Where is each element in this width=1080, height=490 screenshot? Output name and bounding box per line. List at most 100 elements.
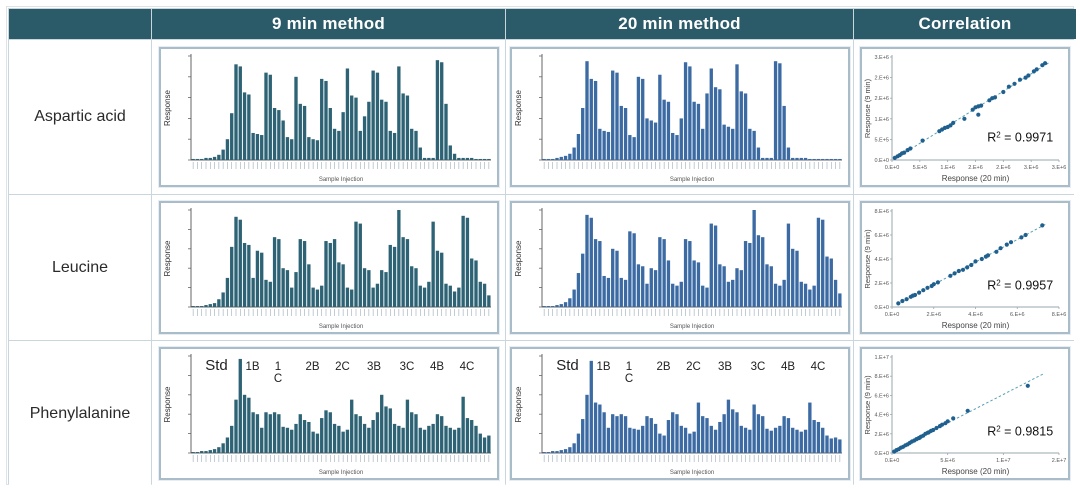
cell-aspartic-correlation: 0.E+0 5.E+5 1.E+6 2.E+6 2.E+6 3.E+6 3.E+6 0.E+0… [854, 40, 1076, 194]
svg-text:5.E+5: 5.E+5 [913, 165, 928, 171]
cell-aspartic-20min: Response Sample Injection [506, 40, 853, 194]
row-label-text: Leucine [51, 258, 109, 276]
cell-phenylalanine-correlation: 0.E+0 5.E+6 1.E+7 2.E+7 0.E+0 2.E+6 4.E+6 6.E+6… [854, 341, 1076, 486]
svg-text:1.E+7: 1.E+7 [874, 355, 889, 361]
svg-text:6.E+6: 6.E+6 [874, 233, 889, 239]
bar-chart-aspartic-20min: Response Sample Injection [514, 54, 842, 183]
svg-text:4.E+6: 4.E+6 [874, 413, 889, 419]
svg-text:Sample Injection: Sample Injection [669, 177, 713, 183]
svg-text:Response: Response [163, 89, 172, 126]
header-correlation: Correlation [854, 9, 1076, 39]
svg-text:0.E+0: 0.E+0 [874, 305, 889, 311]
svg-text:0.E+0: 0.E+0 [874, 158, 889, 164]
header-corner-cell [9, 9, 151, 39]
svg-text:2C: 2C [686, 361, 701, 373]
bar-chart-panel-leucine-9min: Response Sample Injection [158, 201, 499, 334]
svg-text:Response: Response [514, 386, 523, 423]
comparison-table: 9 min method 20 min method Correlation A… [8, 8, 1076, 486]
svg-text:3C: 3C [399, 361, 414, 373]
svg-text:Sample Injection: Sample Injection [318, 177, 362, 183]
svg-text:Sample Injection: Sample Injection [669, 470, 713, 476]
svg-text:1.E+6: 1.E+6 [940, 165, 955, 171]
row-label-text: Phenylalanine [29, 404, 131, 422]
svg-text:0.E+0: 0.E+0 [885, 165, 900, 171]
scatter-chart-leucine: 0.E+0 2.E+6 4.E+6 6.E+6 8.E+6 0.E+0 2.E+6 4.E+6… [863, 209, 1067, 330]
svg-text:2C: 2C [335, 361, 350, 373]
row-label-phenylalanine: Phenylalanine [9, 341, 151, 486]
svg-text:2.E+6: 2.E+6 [874, 281, 889, 287]
svg-text:Response: Response [163, 386, 172, 423]
svg-text:0.E+0: 0.E+0 [885, 312, 900, 318]
scatter-panel-aspartic: 0.E+0 5.E+5 1.E+6 2.E+6 2.E+6 3.E+6 3.E+6 0.E+0… [860, 47, 1070, 187]
svg-text:8.E+6: 8.E+6 [874, 374, 889, 380]
header-9min-method: 9 min method [152, 9, 505, 39]
svg-text:3B: 3B [717, 361, 731, 373]
scatter-panel-leucine: 0.E+0 2.E+6 4.E+6 6.E+6 8.E+6 0.E+0 2.E+6 4.E+6… [860, 201, 1070, 334]
svg-text:R2 = 0.9957: R2 = 0.9957 [987, 279, 1053, 293]
svg-text:Response (20 min): Response (20 min) [942, 467, 1010, 476]
bar-chart-panel-aspartic-20min: Response Sample Injection [509, 47, 850, 187]
svg-text:4.E+6: 4.E+6 [968, 312, 983, 318]
svg-text:Std: Std [556, 357, 579, 374]
svg-text:2.E+6: 2.E+6 [874, 432, 889, 438]
svg-text:Response (20 min): Response (20 min) [942, 174, 1010, 183]
svg-text:1C: 1C [624, 361, 632, 385]
svg-text:2.E+7: 2.E+7 [1052, 458, 1067, 464]
svg-text:2.E+6: 2.E+6 [968, 165, 983, 171]
cell-leucine-correlation: 0.E+0 2.E+6 4.E+6 6.E+6 8.E+6 0.E+0 2.E+6 4.E+6… [854, 195, 1076, 340]
svg-text:2B: 2B [656, 361, 670, 373]
scatter-chart-aspartic: 0.E+0 5.E+5 1.E+6 2.E+6 2.E+6 3.E+6 3.E+6 0.E+0… [863, 55, 1067, 183]
svg-text:2.E+6: 2.E+6 [996, 165, 1011, 171]
bar-chart-leucine-20min: Response Sample Injection [514, 208, 842, 330]
scatter-chart-phenylalanine: 0.E+0 5.E+6 1.E+7 2.E+7 0.E+0 2.E+6 4.E+6 6.E+6… [863, 355, 1067, 476]
svg-text:4C: 4C [810, 361, 825, 373]
svg-text:8.E+6: 8.E+6 [1052, 312, 1067, 318]
cell-phenylalanine-20min: Response Sample Injection Std 1B 1 C 2B 2C 3B 3C 4… [506, 341, 853, 486]
svg-text:8.E+6: 8.E+6 [874, 209, 889, 215]
bar-chart-panel-phenylalanine-9min: Response Sample Injection Std 1B 1 C 2B 2C 3B 3C 4… [158, 347, 499, 480]
svg-text:Response (9 min): Response (9 min) [863, 229, 872, 289]
svg-text:1B: 1B [245, 361, 259, 373]
bar-chart-panel-phenylalanine-20min: Response Sample Injection Std 1B 1 C 2B 2C 3B 3C 4… [509, 347, 850, 480]
svg-text:3.E+6: 3.E+6 [1024, 165, 1039, 171]
svg-text:R2 = 0.9971: R2 = 0.9971 [987, 130, 1053, 144]
svg-text:1.E+7: 1.E+7 [996, 458, 1011, 464]
svg-text:Response (9 min): Response (9 min) [863, 375, 872, 435]
bar-chart-panel-leucine-20min: Response Sample Injection [509, 201, 850, 334]
svg-text:2B: 2B [305, 361, 319, 373]
svg-text:2.E+6: 2.E+6 [874, 76, 889, 82]
bar-chart-leucine-9min: Response Sample Injection [163, 208, 491, 330]
svg-text:Response: Response [514, 89, 523, 126]
cell-leucine-9min: Response Sample Injection [152, 195, 505, 340]
svg-text:3.E+6: 3.E+6 [1052, 165, 1067, 171]
svg-text:1C: 1C [273, 361, 281, 385]
svg-text:Sample Injection: Sample Injection [318, 324, 362, 330]
svg-text:2.E+6: 2.E+6 [926, 312, 941, 318]
svg-text:Response (20 min): Response (20 min) [942, 321, 1010, 330]
cell-leucine-20min: Response Sample Injection [506, 195, 853, 340]
cell-phenylalanine-9min: Response Sample Injection Std 1B 1 C 2B 2C 3B 3C 4… [152, 341, 505, 486]
svg-text:Response: Response [163, 240, 172, 277]
svg-text:4C: 4C [459, 361, 474, 373]
svg-text:6.E+6: 6.E+6 [1010, 312, 1025, 318]
row-label-text: Aspartic acid [34, 108, 126, 125]
bar-chart-aspartic-9min: Response Sample Injection [163, 54, 491, 183]
svg-text:Response (9 min): Response (9 min) [863, 78, 872, 138]
svg-text:R2 = 0.9815: R2 = 0.9815 [987, 425, 1053, 439]
svg-text:5.E+5: 5.E+5 [874, 137, 889, 143]
scatter-panel-phenylalanine: 0.E+0 5.E+6 1.E+7 2.E+7 0.E+0 2.E+6 4.E+6 6.E+6… [860, 347, 1070, 480]
svg-text:3B: 3B [366, 361, 380, 373]
cell-aspartic-9min: Response Sample Injection [152, 40, 505, 194]
svg-text:4.E+6: 4.E+6 [874, 257, 889, 263]
svg-text:Response: Response [514, 240, 523, 277]
bar-chart-phenylalanine-9min: Response Sample Injection Std 1B 1 C 2B 2C 3B 3C 4… [163, 354, 491, 476]
svg-text:4B: 4B [780, 361, 794, 373]
svg-text:1.E+6: 1.E+6 [874, 117, 889, 123]
bar-chart-phenylalanine-20min: Response Sample Injection Std 1B 1 C 2B 2C 3B 3C 4… [514, 354, 842, 476]
svg-text:3C: 3C [750, 361, 765, 373]
svg-text:1B: 1B [596, 361, 610, 373]
bar-chart-panel-aspartic-9min: Response Sample Injection [158, 47, 499, 187]
svg-text:0.E+0: 0.E+0 [885, 458, 900, 464]
svg-text:6.E+6: 6.E+6 [874, 393, 889, 399]
